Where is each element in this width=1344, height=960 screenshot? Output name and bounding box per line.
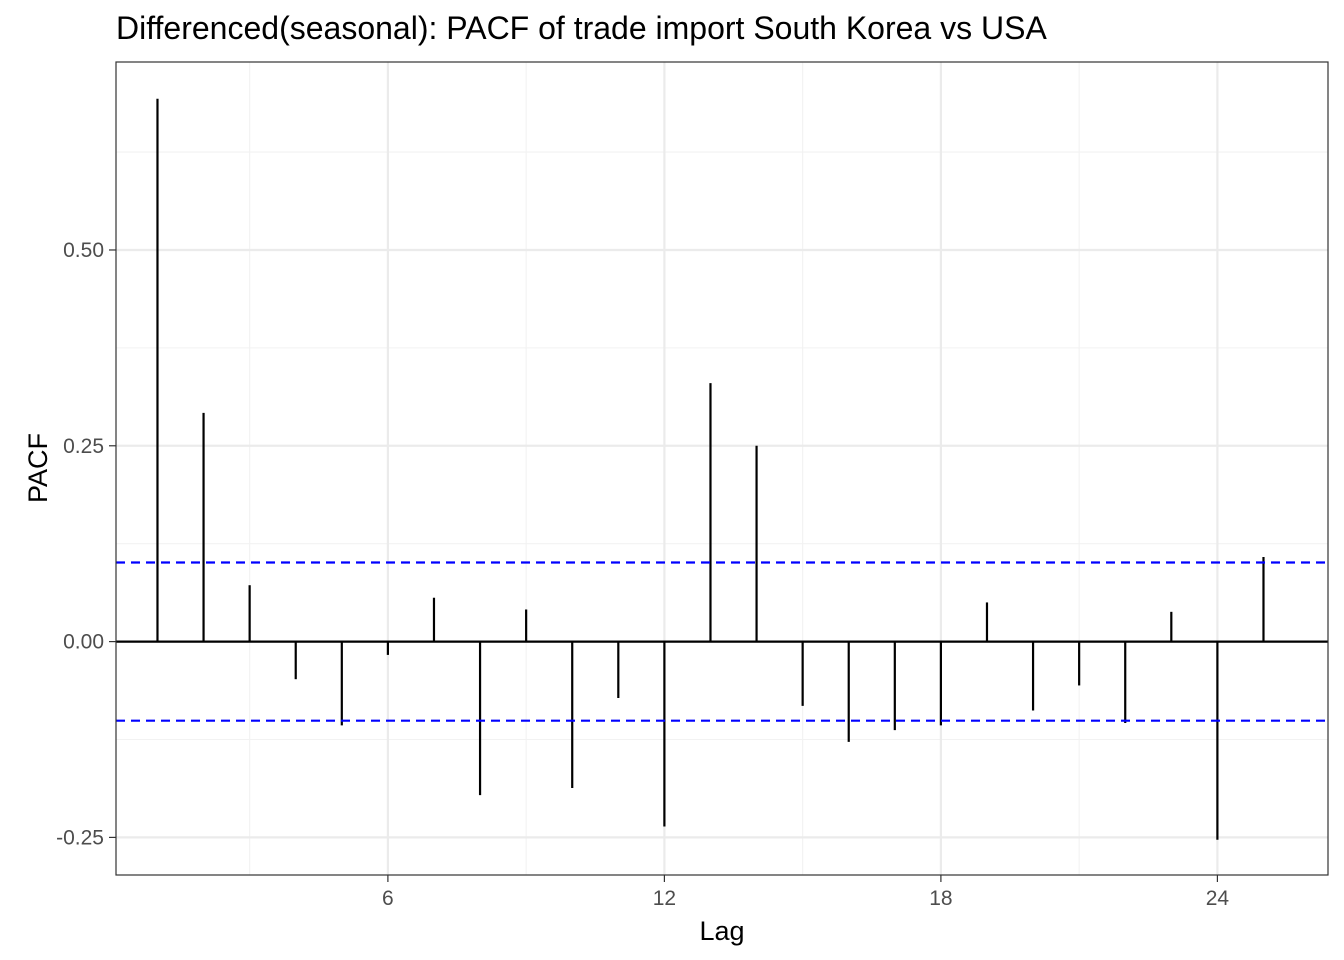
pacf-bars <box>156 98 1265 840</box>
panel-border <box>115 61 1329 876</box>
x-tick-label: 12 <box>653 887 676 910</box>
minor-gridlines <box>116 62 1328 875</box>
x-axis-ticks: 6 12 18 24 <box>382 875 1229 910</box>
y-tick-label: 0.00 <box>63 631 104 654</box>
major-gridlines <box>116 62 1328 875</box>
x-axis-title: Lag <box>699 916 744 946</box>
confidence-bounds <box>116 561 1328 722</box>
y-axis-ticks: -0.25 0.00 0.25 0.50 <box>56 239 116 849</box>
chart-title: Differenced(seasonal): PACF of trade imp… <box>116 10 1047 46</box>
x-tick-label: 6 <box>382 887 394 910</box>
x-tick-label: 24 <box>1206 887 1230 910</box>
y-axis-title: PACF <box>23 433 53 503</box>
x-tick-label: 18 <box>929 887 952 910</box>
y-tick-label: 0.50 <box>63 239 104 262</box>
y-tick-label: 0.25 <box>63 435 104 458</box>
y-tick-label: -0.25 <box>56 826 104 849</box>
